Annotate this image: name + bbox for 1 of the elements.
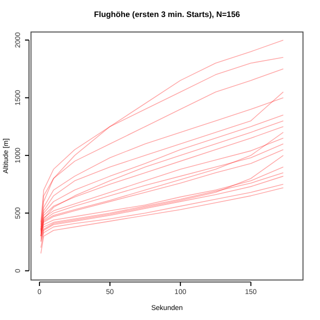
chart-title: Flughöhe (ersten 3 min. Starts), N=156 bbox=[94, 10, 241, 19]
